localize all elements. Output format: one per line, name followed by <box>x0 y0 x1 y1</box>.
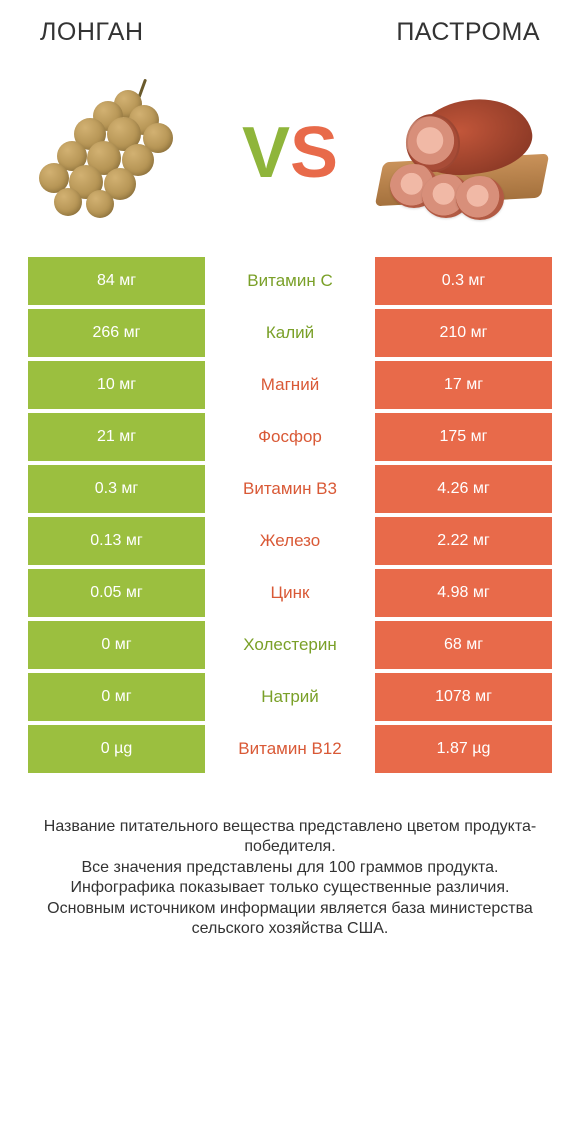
value-left: 10 мг <box>28 361 205 409</box>
pastrami-slice <box>456 176 504 220</box>
nutrient-label: Магний <box>205 361 375 409</box>
value-left: 0 мг <box>28 673 205 721</box>
table-row: 84 мгВитамин C0.3 мг <box>28 257 552 305</box>
nutrient-label: Витамин B12 <box>205 725 375 773</box>
value-right: 1078 мг <box>375 673 552 721</box>
nutrient-label: Калий <box>205 309 375 357</box>
longan-fruit <box>54 188 82 216</box>
value-left: 0.05 мг <box>28 569 205 617</box>
table-row: 21 мгФосфор175 мг <box>28 413 552 461</box>
nutrient-label: Витамин C <box>205 257 375 305</box>
value-right: 175 мг <box>375 413 552 461</box>
value-right: 0.3 мг <box>375 257 552 305</box>
footer-line: Инфографика показывает только существенн… <box>30 878 550 898</box>
value-left: 0.3 мг <box>28 465 205 513</box>
product-left-image <box>28 78 208 228</box>
value-right: 17 мг <box>375 361 552 409</box>
footer-line: Название питательного вещества представл… <box>30 817 550 858</box>
longan-fruit <box>86 190 114 218</box>
value-right: 1.87 µg <box>375 725 552 773</box>
vs-label: VS <box>242 117 338 189</box>
table-row: 0.3 мгВитамин B34.26 мг <box>28 465 552 513</box>
product-right-image <box>372 78 552 228</box>
table-row: 0.13 мгЖелезо2.22 мг <box>28 517 552 565</box>
value-left: 0 µg <box>28 725 205 773</box>
value-left: 266 мг <box>28 309 205 357</box>
nutrient-label: Фосфор <box>205 413 375 461</box>
value-left: 0.13 мг <box>28 517 205 565</box>
table-row: 266 мгКалий210 мг <box>28 309 552 357</box>
value-right: 4.26 мг <box>375 465 552 513</box>
value-right: 2.22 мг <box>375 517 552 565</box>
vs-v: V <box>242 113 290 193</box>
nutrient-label: Витамин B3 <box>205 465 375 513</box>
table-row: 0 мгНатрий1078 мг <box>28 673 552 721</box>
nutrient-label: Холестерин <box>205 621 375 669</box>
table-row: 0 µgВитамин B121.87 µg <box>28 725 552 773</box>
value-right: 210 мг <box>375 309 552 357</box>
nutrient-label: Натрий <box>205 673 375 721</box>
table-row: 10 мгМагний17 мг <box>28 361 552 409</box>
title-right: ПАСТРОМА <box>396 18 540 47</box>
footer-note: Название питательного вещества представл… <box>0 777 580 940</box>
footer-line: Основным источником информации является … <box>30 899 550 940</box>
footer-line: Все значения представлены для 100 граммо… <box>30 858 550 878</box>
nutrient-table: 84 мгВитамин C0.3 мг266 мгКалий210 мг10 … <box>0 253 580 773</box>
value-left: 0 мг <box>28 621 205 669</box>
vs-s: S <box>290 113 338 193</box>
value-left: 21 мг <box>28 413 205 461</box>
header: ЛОНГАН ПАСТРОМА <box>0 0 580 53</box>
value-left: 84 мг <box>28 257 205 305</box>
table-row: 0 мгХолестерин68 мг <box>28 621 552 669</box>
hero: VS <box>0 53 580 253</box>
title-left: ЛОНГАН <box>40 18 144 47</box>
value-right: 4.98 мг <box>375 569 552 617</box>
nutrient-label: Цинк <box>205 569 375 617</box>
nutrient-label: Железо <box>205 517 375 565</box>
value-right: 68 мг <box>375 621 552 669</box>
table-row: 0.05 мгЦинк4.98 мг <box>28 569 552 617</box>
